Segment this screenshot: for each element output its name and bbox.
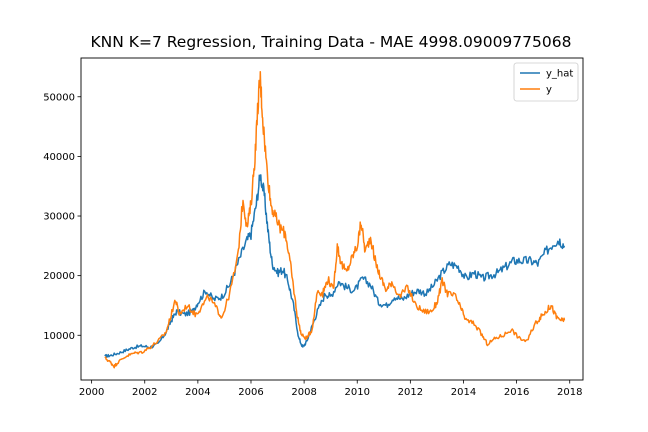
y-tick-label: 40000 <box>43 152 75 163</box>
x-tick-label: 2016 <box>504 387 529 398</box>
y-axis: 10000 20000 30000 40000 50000 <box>43 92 81 342</box>
series-layer <box>104 71 566 369</box>
x-tick-label: 2018 <box>557 387 582 398</box>
series-line-y <box>104 71 566 369</box>
y-tick-label: 30000 <box>43 212 75 223</box>
legend-label: y <box>546 85 552 96</box>
series-line-y-hat <box>104 174 566 358</box>
x-tick-label: 2004 <box>185 387 210 398</box>
y-tick-label: 10000 <box>43 331 75 342</box>
x-axis: 2000 2002 2004 2006 2008 2010 2012 2014 2016 2018 <box>79 380 582 398</box>
plot-frame <box>80 57 584 381</box>
x-tick-label: 2000 <box>79 387 104 398</box>
x-tick-label: 2012 <box>398 387 423 398</box>
x-tick-label: 2006 <box>238 387 263 398</box>
legend-label: y_hat <box>546 69 573 80</box>
y-tick-label: 50000 <box>43 92 75 103</box>
x-tick-label: 2008 <box>291 387 316 398</box>
x-tick-label: 2010 <box>345 387 370 398</box>
x-tick-label: 2002 <box>132 387 157 398</box>
x-tick-label: 2014 <box>451 387 476 398</box>
chart-title: KNN K=7 Regression, Training Data - MAE … <box>91 33 572 51</box>
y-tick-label: 20000 <box>43 271 75 282</box>
